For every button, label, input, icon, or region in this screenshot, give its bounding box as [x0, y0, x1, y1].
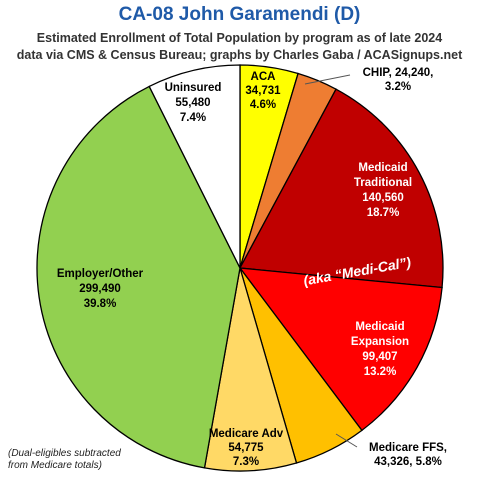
- slice-label-medicare-ffs: Medicare FFS, 43,326, 5.8%: [369, 442, 447, 468]
- pie-slice-medicaid-traditional: [238, 88, 444, 289]
- slice-label-employer-other: Employer/Other 299,490 39.8%: [57, 268, 144, 310]
- leader-line-medicare-ffs: [335, 433, 358, 448]
- pie-slice-uninsured: [148, 64, 241, 269]
- slice-label-chip: CHIP, 24,240, 3.2%: [363, 67, 434, 93]
- chart-subtitle: Estimated Enrollment of Total Population…: [0, 30, 479, 64]
- footnote-line-2: from Medicare totals): [8, 460, 102, 471]
- pie-slice-employer-other: [36, 85, 241, 469]
- slice-label-medicaid-expansion: Medicaid Expansion 99,407 13.2%: [351, 321, 409, 378]
- slice-label-uninsured: Uninsured 55,480 7.4%: [165, 82, 222, 124]
- pie-slice-medicaid-expansion: [238, 267, 443, 432]
- chart-title: CA-08 John Garamendi (D): [118, 4, 361, 25]
- subtitle-line-1: Estimated Enrollment of Total Population…: [36, 31, 443, 45]
- slice-label-medicaid-traditional: Medicaid Traditional 140,560 18.7%: [354, 162, 412, 219]
- leader-line-chip: [304, 74, 351, 85]
- footnote: (Dual-eligibles subtracted from Medicare…: [8, 448, 121, 472]
- subtitle-line-2: data via CMS & Census Bureau; graphs by …: [16, 48, 463, 62]
- slice-label-medicare-adv: Medicare Adv 54,775 7.3%: [209, 428, 284, 468]
- slice-label-aca: ACA 34,731 4.6%: [245, 71, 281, 111]
- footnote-line-1: (Dual-eligibles subtracted: [8, 448, 121, 459]
